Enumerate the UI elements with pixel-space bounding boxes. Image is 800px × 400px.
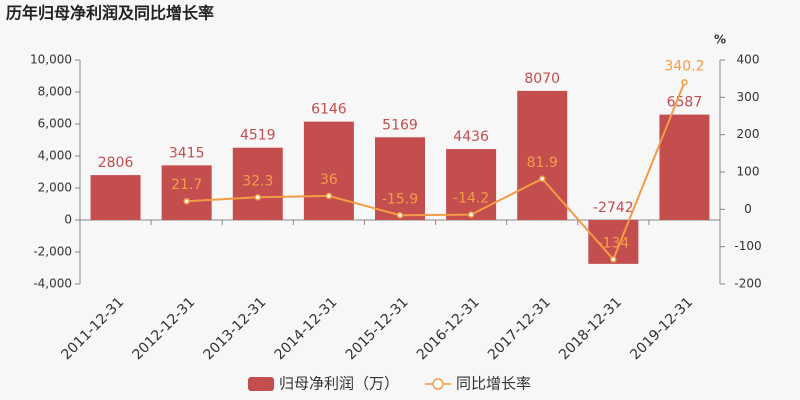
bar-label: 4519 [240,128,276,144]
y-tick-label: 0 [64,213,72,227]
bar-label: 6587 [667,95,703,111]
y2-tick-label: 400 [737,53,760,67]
y-tick-label: -2,000 [33,245,72,259]
line-point [538,175,546,183]
bar [232,147,283,220]
y2-tick-label: 0 [744,202,752,216]
y2-tick-label: 200 [737,127,760,141]
bar-label: 5169 [382,117,418,133]
line-label: -14.2 [453,191,489,207]
y-tick-label: 10,000 [30,53,72,67]
chart-title: 历年归母净利润及同比增长率 [6,4,214,23]
line-point [681,79,688,86]
y2-unit: % [714,33,726,47]
line-point [396,212,404,219]
bar-label: 3415 [169,145,205,161]
y2-tick-label: 300 [737,90,760,104]
legend-label: 归母净利润（万） [279,375,399,393]
bar-label: 4436 [453,129,489,145]
y-tick-label: 6,000 [38,117,72,131]
bar-label: 2806 [98,155,134,171]
line-point [254,194,262,201]
bar [90,175,141,220]
y-tick-label: 4,000 [38,149,72,163]
bar [303,121,354,220]
bar [161,165,212,220]
line-point [325,192,333,200]
bar-label: 8070 [524,71,560,87]
line-point [467,211,475,218]
line-label: -134 [597,235,629,251]
line-label: -15.9 [382,191,418,207]
line-label: 32.3 [242,173,273,189]
legend-swatch [248,377,274,391]
line-label: 340.2 [664,58,704,74]
y-tick-label: 2,000 [38,181,72,195]
bar-label: -2742 [593,200,634,216]
bar [375,137,425,220]
y2-tick-label: -200 [734,277,761,291]
bar [659,114,710,220]
line-label: 81.9 [527,155,558,171]
y2-tick-label: 100 [737,165,760,179]
line-point [610,256,617,263]
legend-swatch [432,378,444,390]
line-point [183,197,190,205]
legend-label: 同比增长率 [456,375,531,393]
bar [446,149,497,220]
line-label: 21.7 [171,177,202,193]
bar-label: 6146 [311,102,347,118]
y-tick-label: -4,000 [33,277,72,291]
line-label: 36 [320,172,338,188]
line [186,81,686,262]
y-tick-label: 8,000 [38,85,72,99]
y2-tick-label: -100 [734,239,761,253]
